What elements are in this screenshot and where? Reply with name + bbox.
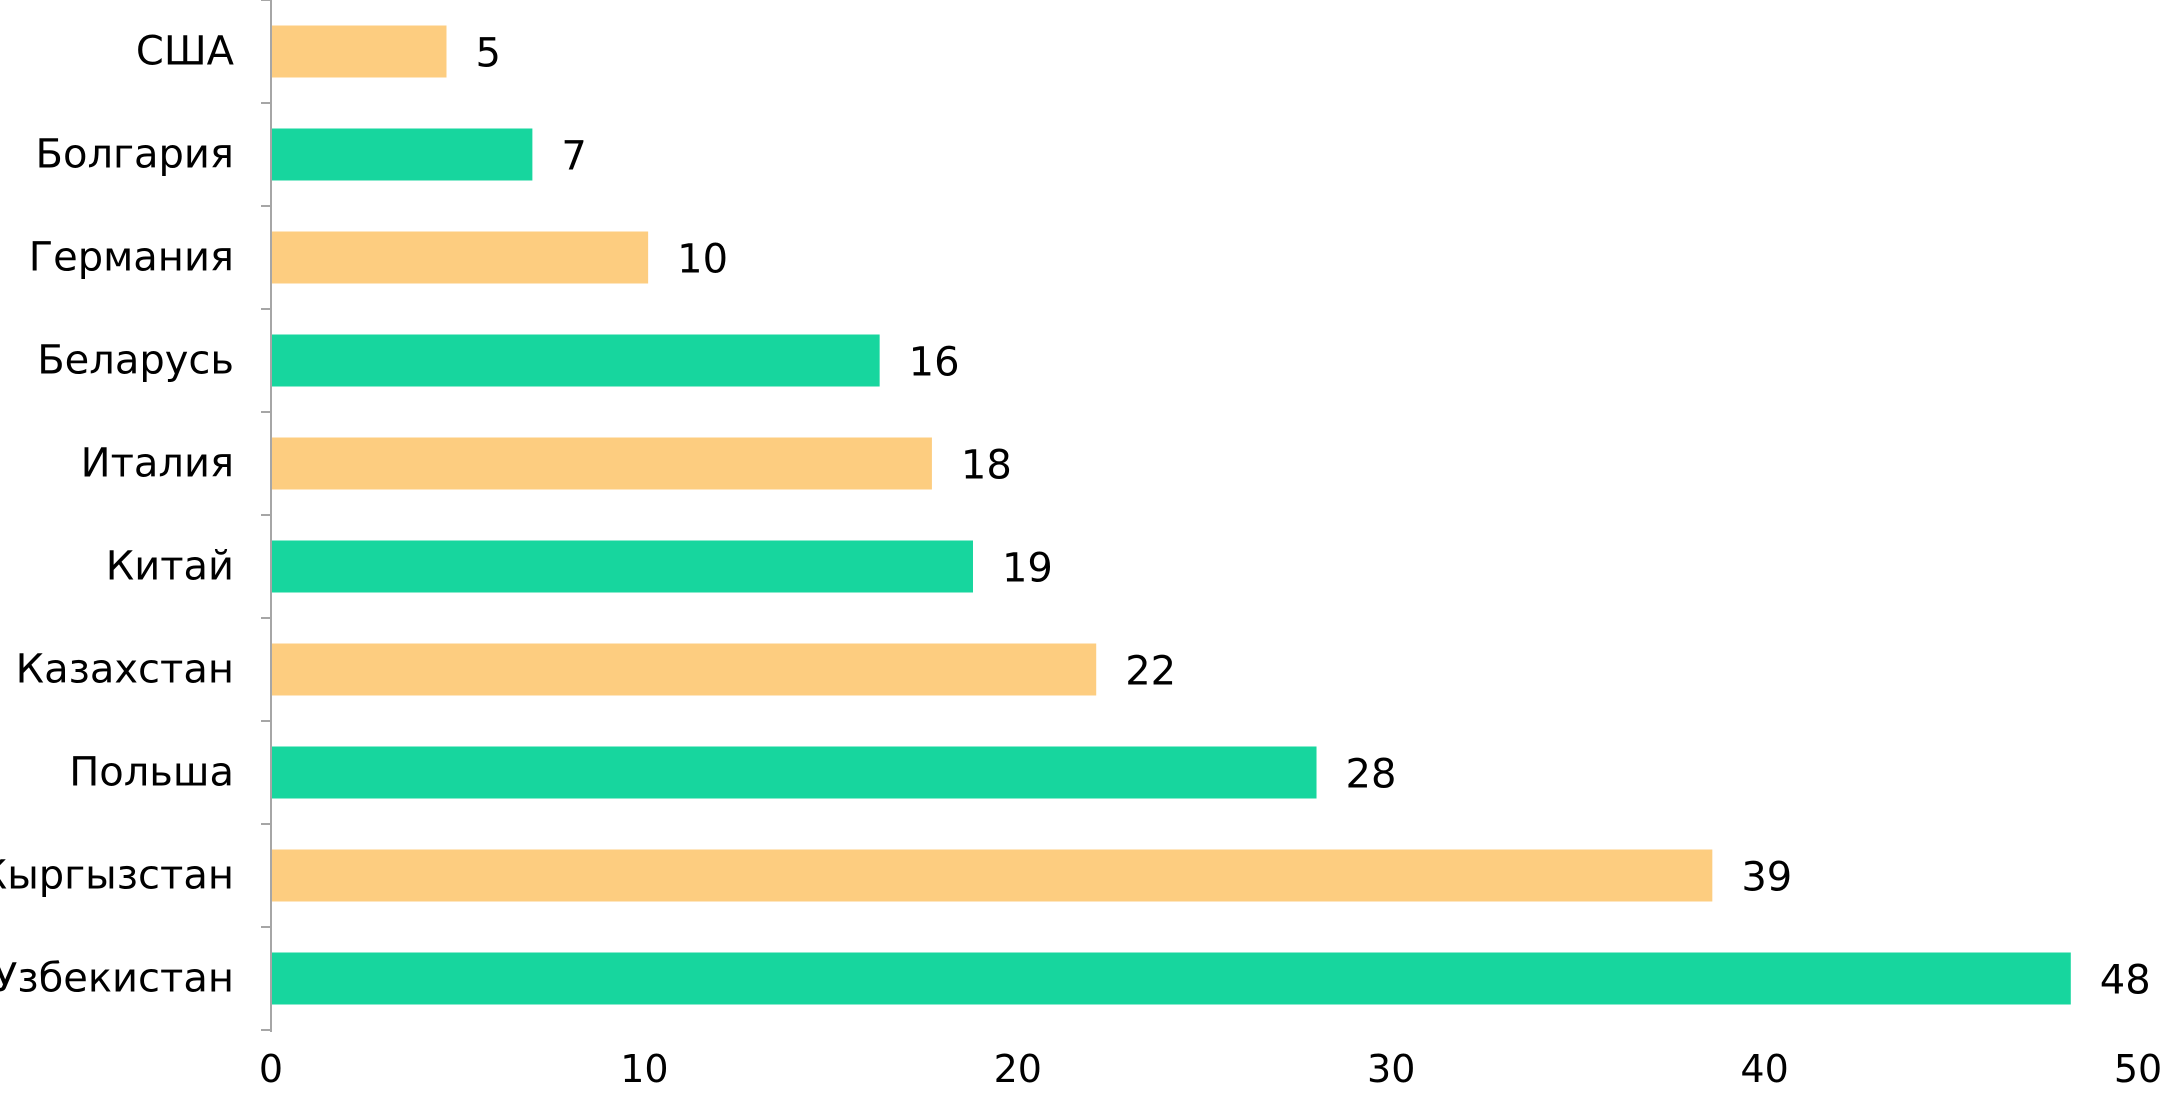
- x-tick-label: 10: [620, 1047, 668, 1091]
- category-label: Польша: [69, 750, 234, 796]
- bar: [271, 643, 1097, 696]
- value-label: 22: [1125, 649, 1176, 695]
- labels-layer: США 5 Болгария 7 Германия 10 Беларусь 16 Италия 1…: [0, 29, 2160, 1092]
- category-label: Беларусь: [37, 338, 234, 384]
- category-label: Казахстан: [16, 647, 234, 693]
- value-label: 48: [2100, 958, 2151, 1004]
- value-label: 7: [561, 134, 586, 180]
- value-label: 10: [677, 237, 728, 283]
- x-tick-label: 50: [2114, 1047, 2160, 1091]
- bar: [271, 849, 1713, 902]
- category-label: Германия: [29, 235, 234, 281]
- category-label: США: [136, 29, 235, 75]
- bar: [271, 128, 533, 181]
- category-label: Кыргызстан: [0, 853, 234, 899]
- bar: [271, 334, 880, 387]
- category-label: Китай: [106, 544, 234, 590]
- bar: [271, 437, 932, 490]
- category-label: Болгария: [36, 132, 234, 178]
- value-label: 28: [1346, 752, 1397, 798]
- x-tick-label: 20: [994, 1047, 1042, 1091]
- bars-layer: [271, 25, 2071, 1005]
- x-tick-label: 30: [1367, 1047, 1415, 1091]
- value-label: 39: [1741, 855, 1792, 901]
- bar: [271, 231, 649, 284]
- value-label: 5: [475, 31, 500, 77]
- bar: [271, 25, 447, 78]
- axis-layer: [261, 0, 272, 1032]
- x-tick-label: 0: [259, 1047, 283, 1091]
- bar: [271, 746, 1317, 799]
- value-label: 19: [1002, 546, 1053, 592]
- x-tick-label: 40: [1740, 1047, 1788, 1091]
- value-label: 18: [961, 443, 1012, 489]
- category-label: Италия: [81, 441, 234, 487]
- bar: [271, 952, 2071, 1005]
- category-label: Узбекистан: [0, 956, 234, 1002]
- bar: [271, 540, 973, 593]
- value-label: 16: [909, 340, 960, 386]
